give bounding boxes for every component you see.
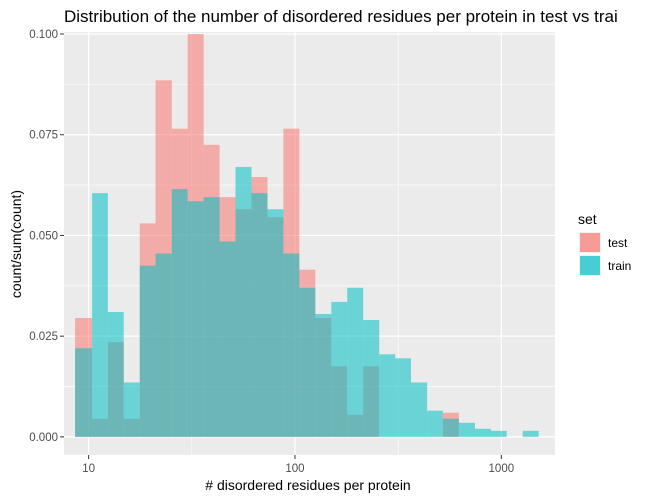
legend-label-train: train (608, 259, 631, 273)
bar-train (442, 418, 459, 437)
legend-key-test (580, 233, 600, 252)
x-tick-label: 1000 (489, 463, 515, 475)
y-tick-label: 0.000 (29, 432, 58, 444)
y-axis-title: count/sum(count) (8, 190, 24, 298)
legend: set test train (578, 211, 631, 276)
bar-train (251, 193, 268, 437)
bar-train (379, 354, 396, 437)
bar-train (92, 193, 108, 437)
bar-train (347, 287, 364, 437)
y-tick-label: 0.075 (29, 130, 58, 142)
y-axis: 0.000 0.025 0.050 0.075 0.100 (29, 29, 64, 444)
x-tick-label: 100 (285, 463, 304, 475)
legend-label-test: test (608, 236, 628, 250)
x-axis-title: # disordered residues per protein (205, 477, 410, 493)
x-axis: 10 100 1000 (82, 455, 514, 475)
bar-train (171, 189, 188, 437)
bar-train (490, 430, 507, 437)
bar-train (267, 209, 284, 437)
bar-train (411, 382, 428, 437)
bar-train (219, 241, 236, 437)
y-tick-label: 0.100 (29, 29, 58, 41)
legend-key-train (580, 256, 600, 275)
x-tick-label: 10 (82, 463, 95, 475)
bar-train (474, 428, 491, 437)
bar-train (427, 410, 443, 437)
bar-train (107, 311, 124, 437)
bar-train (522, 430, 539, 437)
bar-train (283, 253, 300, 437)
bar-train (299, 287, 316, 437)
bar-train (139, 265, 156, 437)
histogram-bars (75, 34, 539, 437)
bar-train (235, 166, 252, 437)
bar-train (75, 348, 93, 437)
bar-train (458, 422, 475, 437)
bar-train (123, 382, 140, 437)
y-tick-label: 0.025 (29, 331, 58, 343)
bar-train (331, 301, 348, 437)
bar-train (315, 314, 332, 437)
bar-train (203, 197, 220, 437)
bar-train (363, 320, 380, 437)
bar-train (395, 358, 412, 437)
y-tick-label: 0.050 (29, 230, 58, 242)
bar-train (155, 253, 172, 437)
chart-title: Distribution of the number of disordered… (64, 7, 618, 26)
legend-title: set (578, 211, 597, 227)
bar-train (187, 201, 204, 437)
